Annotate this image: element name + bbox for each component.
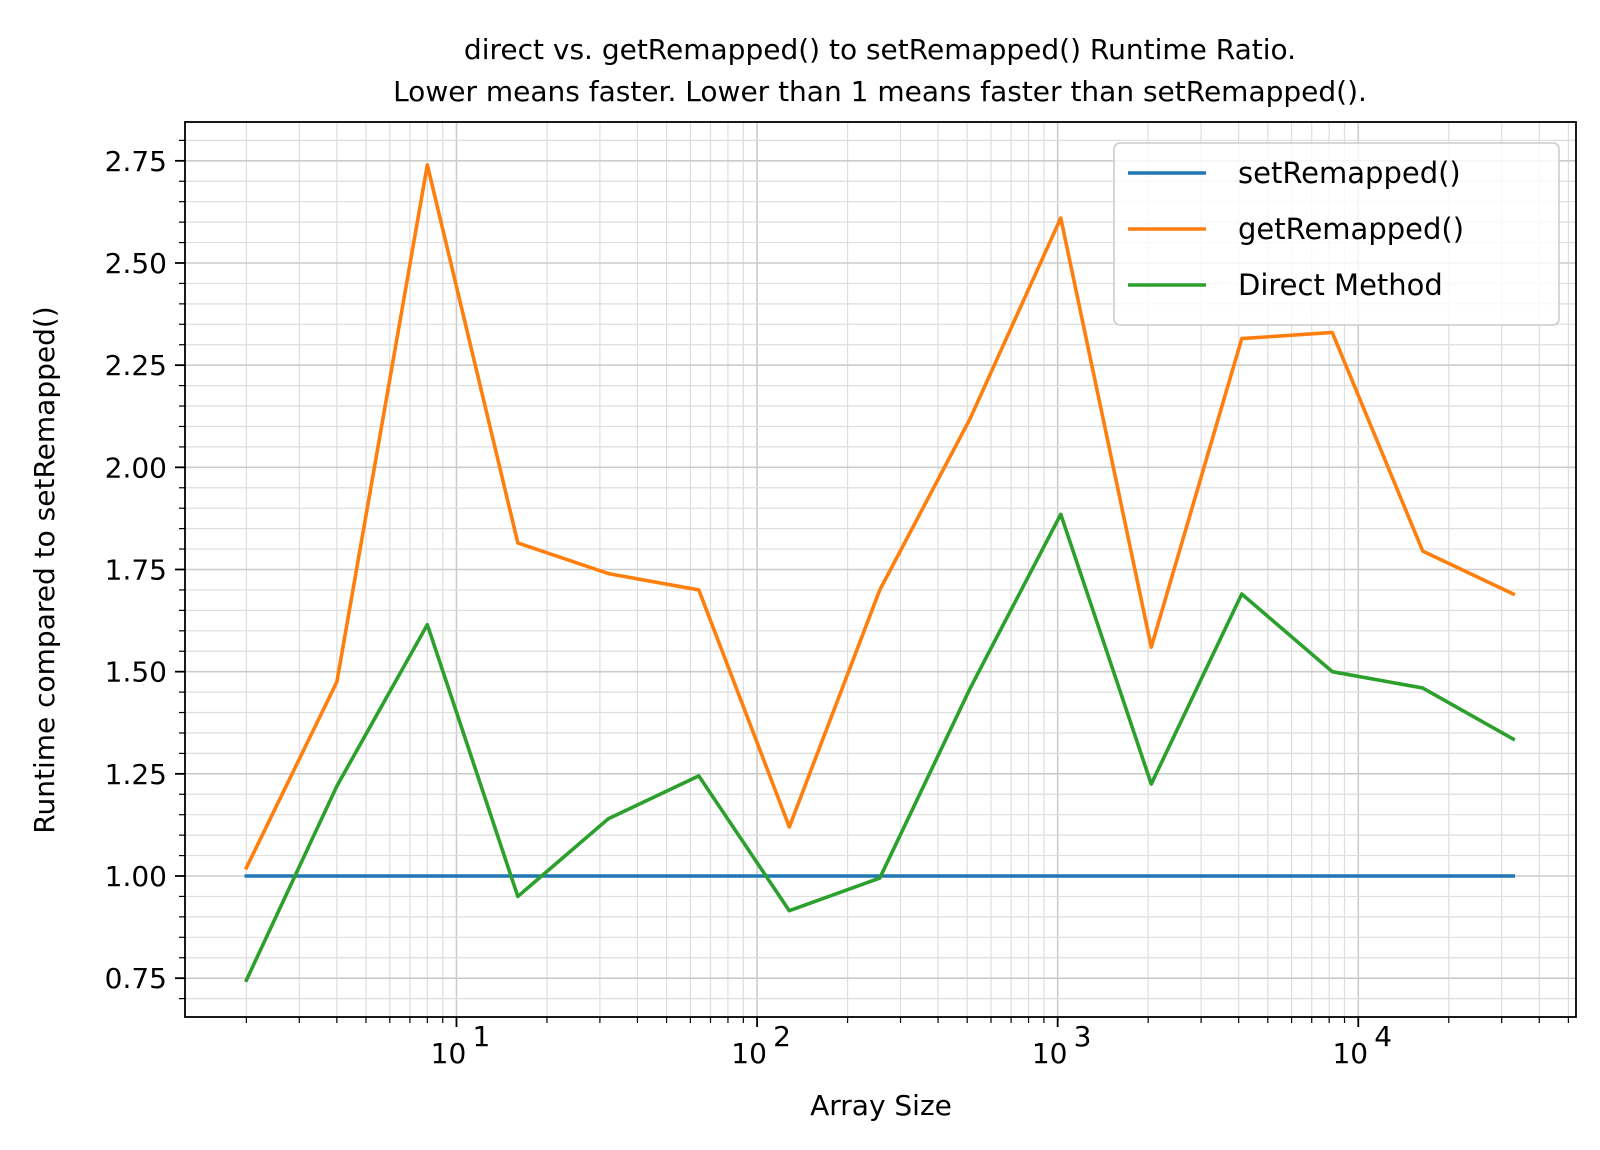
x-tick-label-base: 10 (1332, 1037, 1368, 1070)
x-tick-label-exponent: 2 (773, 1020, 791, 1053)
legend-box (1113, 142, 1560, 326)
y-tick-label: 1.50 (105, 656, 167, 689)
y-tick-label: 1.00 (105, 860, 167, 893)
y-tick-label: 2.50 (105, 247, 167, 280)
x-tick-label-exponent: 4 (1374, 1020, 1392, 1053)
x-tick-label: 103 (1032, 1020, 1092, 1070)
chart-title-line-1: direct vs. getRemapped() to setRemapped(… (464, 33, 1296, 66)
x-tick-label-exponent: 3 (1074, 1020, 1092, 1053)
y-tick-label: 1.75 (105, 554, 167, 587)
x-tick-label: 104 (1332, 1020, 1392, 1070)
x-tick-label-base: 10 (431, 1037, 467, 1070)
x-axis-label: Array Size (810, 1089, 952, 1122)
y-tick-label: 1.25 (105, 758, 167, 791)
x-tick-label-base: 10 (731, 1037, 767, 1070)
series-line-direct-method (243, 512, 1516, 983)
chart-title-line-2: Lower means faster. Lower than 1 means f… (393, 75, 1367, 108)
x-tick-label-exponent: 1 (472, 1020, 490, 1053)
axis-ticks (175, 139, 1569, 1027)
series-lines (243, 163, 1516, 983)
y-tick-label: 0.75 (105, 962, 167, 995)
grid-lines (185, 122, 1576, 1017)
series-line-getremapped (243, 163, 1516, 871)
legend-label: setRemapped() (1238, 156, 1461, 190)
y-tick-label: 2.75 (105, 145, 167, 178)
legend: setRemapped() getRemapped() Direct Method (1113, 142, 1560, 326)
x-tick-label: 101 (431, 1020, 491, 1070)
x-tick-label: 102 (731, 1020, 791, 1070)
plot-area (175, 121, 1577, 1027)
x-tick-label-base: 10 (1032, 1037, 1068, 1070)
y-axis-label: Runtime compared to setRemapped() (28, 306, 61, 833)
legend-label: Direct Method (1238, 268, 1443, 302)
y-tick-label: 2.25 (105, 349, 167, 382)
y-tick-label: 2.00 (105, 451, 167, 484)
legend-label: getRemapped() (1238, 212, 1464, 246)
